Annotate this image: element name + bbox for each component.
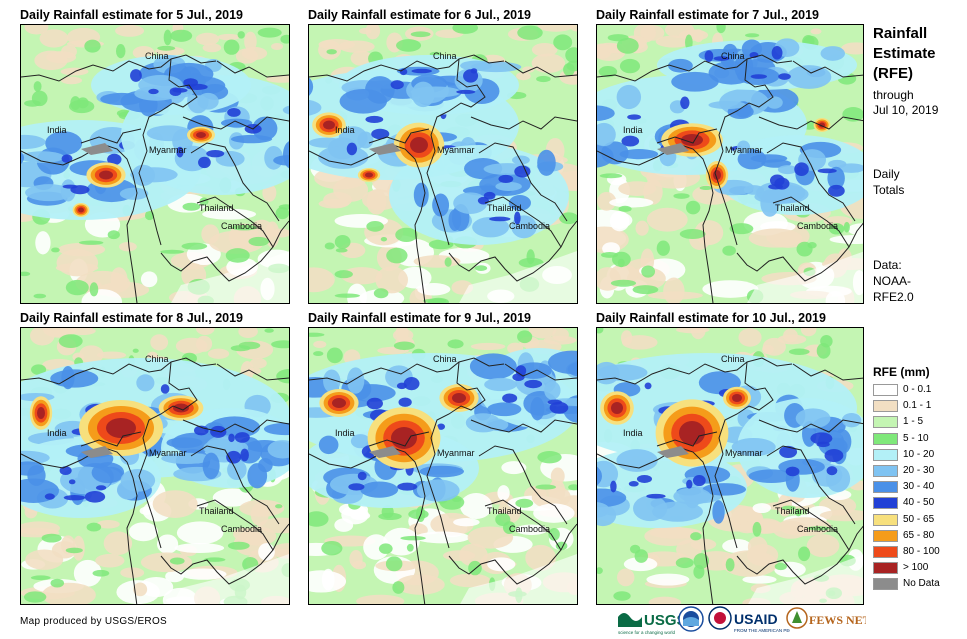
through-date: through Jul 10, 2019 xyxy=(873,88,938,118)
map-label-myanmar: Myanmar xyxy=(725,448,763,458)
panel-title-6: Daily Rainfall estimate for 10 Jul., 201… xyxy=(596,311,826,325)
map-label-myanmar: Myanmar xyxy=(437,448,475,458)
map-label-myanmar: Myanmar xyxy=(725,145,763,155)
legend-label: 10 - 20 xyxy=(903,448,935,460)
legend-swatch xyxy=(873,464,898,477)
map-panel-5: China India Myanmar Thailand Cambodia xyxy=(308,327,578,605)
map-panel-1: China India Myanmar Thailand Cambodia xyxy=(20,24,290,304)
map-label-india: India xyxy=(335,428,355,438)
legend-swatch xyxy=(873,400,898,413)
map-label-cambodia: Cambodia xyxy=(509,221,550,231)
legend-swatch xyxy=(873,416,898,429)
map-label-thailand: Thailand xyxy=(487,506,522,516)
panel-title-3: Daily Rainfall estimate for 7 Jul., 2019 xyxy=(596,8,820,22)
usgs-logo: USGS science for a changing world xyxy=(618,612,687,635)
map-label-india: India xyxy=(623,428,643,438)
rfe-title-line: Estimate xyxy=(873,45,936,62)
map-label-india: India xyxy=(47,125,67,135)
map-label-thailand: Thailand xyxy=(487,203,522,213)
map-label-thailand: Thailand xyxy=(775,506,810,516)
map-label-china: China xyxy=(433,51,457,61)
legend-swatch xyxy=(873,578,898,591)
svg-text:FEWS NET: FEWS NET xyxy=(809,613,866,627)
map-panel-3: China India Myanmar Thailand Cambodia xyxy=(596,24,864,304)
rainfall-map: China India Myanmar Thailand Cambodia xyxy=(309,25,577,303)
map-label-thailand: Thailand xyxy=(775,203,810,213)
legend-swatch xyxy=(873,513,898,526)
map-label-cambodia: Cambodia xyxy=(221,524,262,534)
credit-text: Map produced by USGS/EROS xyxy=(20,616,168,627)
rainfall-map: China India Myanmar Thailand Cambodia xyxy=(597,328,863,604)
map-label-china: China xyxy=(145,51,169,61)
usaid-logo: USAID FROM THE AMERICAN PEOPLE xyxy=(708,606,790,633)
legend-swatch xyxy=(873,384,898,396)
legend-swatch xyxy=(873,529,898,542)
map-label-myanmar: Myanmar xyxy=(437,145,475,155)
rfe-title-line: Rainfall xyxy=(873,25,928,42)
map-label-india: India xyxy=(47,428,67,438)
svg-text:USGS: USGS xyxy=(644,612,687,629)
rfe-title: Rainfall Estimate (RFE) xyxy=(873,24,936,84)
map-panel-2: China India Myanmar Thailand Cambodia xyxy=(308,24,578,304)
legend-label: 20 - 30 xyxy=(903,464,935,476)
rainfall-map: China India Myanmar Thailand Cambodia xyxy=(21,328,289,604)
map-label-myanmar: Myanmar xyxy=(149,448,187,458)
legend-swatch xyxy=(873,448,898,461)
panel-title-5: Daily Rainfall estimate for 9 Jul., 2019 xyxy=(308,311,532,325)
map-panel-4: China India Myanmar Thailand Cambodia xyxy=(20,327,290,605)
daily-totals: Daily Totals xyxy=(873,166,904,198)
map-label-china: China xyxy=(145,354,169,364)
map-label-india: India xyxy=(335,125,355,135)
legend-label: > 100 xyxy=(903,562,929,574)
map-label-china: China xyxy=(433,354,457,364)
legend-label: 0 - 0.1 xyxy=(903,384,932,395)
rainfall-map: China India Myanmar Thailand Cambodia xyxy=(21,25,289,303)
noaa-logo xyxy=(678,606,704,632)
svg-text:USAID: USAID xyxy=(734,611,778,627)
panel-title-2: Daily Rainfall estimate for 6 Jul., 2019 xyxy=(308,8,532,22)
rfe-title-line: (RFE) xyxy=(873,65,913,82)
svg-text:science for a changing world: science for a changing world xyxy=(618,630,676,635)
legend-swatch xyxy=(873,432,898,445)
map-panel-6: China India Myanmar Thailand Cambodia xyxy=(596,327,864,605)
through-line: Jul 10, 2019 xyxy=(873,103,939,117)
legend-title: RFE (mm) xyxy=(873,365,930,379)
daily-line: Totals xyxy=(873,183,905,197)
legend-label: 0.1 - 1 xyxy=(903,400,932,412)
legend-label: 50 - 65 xyxy=(903,513,935,525)
map-label-cambodia: Cambodia xyxy=(797,524,838,534)
map-label-india: India xyxy=(623,125,643,135)
map-label-cambodia: Cambodia xyxy=(221,221,262,231)
map-label-china: China xyxy=(721,354,745,364)
map-label-thailand: Thailand xyxy=(199,203,234,213)
data-line: NOAA- xyxy=(873,274,912,288)
legend-label: 1 - 5 xyxy=(903,416,924,428)
daily-line: Daily xyxy=(873,167,900,181)
rainfall-map: China India Myanmar Thailand Cambodia xyxy=(309,328,577,604)
data-line: Data: xyxy=(873,258,902,272)
map-label-cambodia: Cambodia xyxy=(509,524,550,534)
legend-label: No Data xyxy=(903,578,940,590)
legend-label: 40 - 50 xyxy=(903,497,935,509)
map-label-thailand: Thailand xyxy=(199,506,234,516)
legend-swatch xyxy=(873,545,898,558)
map-label-china: China xyxy=(721,51,745,61)
data-source: Data: NOAA- RFE2.0 xyxy=(873,257,914,305)
rainfall-map: China India Myanmar Thailand Cambodia xyxy=(597,25,863,303)
legend-label: 5 - 10 xyxy=(903,432,929,444)
legend-label: 65 - 80 xyxy=(903,529,935,541)
panel-title-4: Daily Rainfall estimate for 8 Jul., 2019 xyxy=(20,311,244,325)
map-label-myanmar: Myanmar xyxy=(149,145,187,155)
fewsnet-logo: FEWS NET xyxy=(786,607,866,629)
legend-swatch xyxy=(873,497,898,510)
legend-label: 30 - 40 xyxy=(903,481,935,493)
legend-label: 80 - 100 xyxy=(903,545,940,557)
svg-text:FROM THE AMERICAN PEOPLE: FROM THE AMERICAN PEOPLE xyxy=(734,628,790,633)
legend-swatch xyxy=(873,481,898,494)
through-line: through xyxy=(873,88,914,102)
data-line: RFE2.0 xyxy=(873,290,914,304)
panel-title-1: Daily Rainfall estimate for 5 Jul., 2019 xyxy=(20,8,244,22)
legend-swatch xyxy=(873,562,898,575)
map-label-cambodia: Cambodia xyxy=(797,221,838,231)
